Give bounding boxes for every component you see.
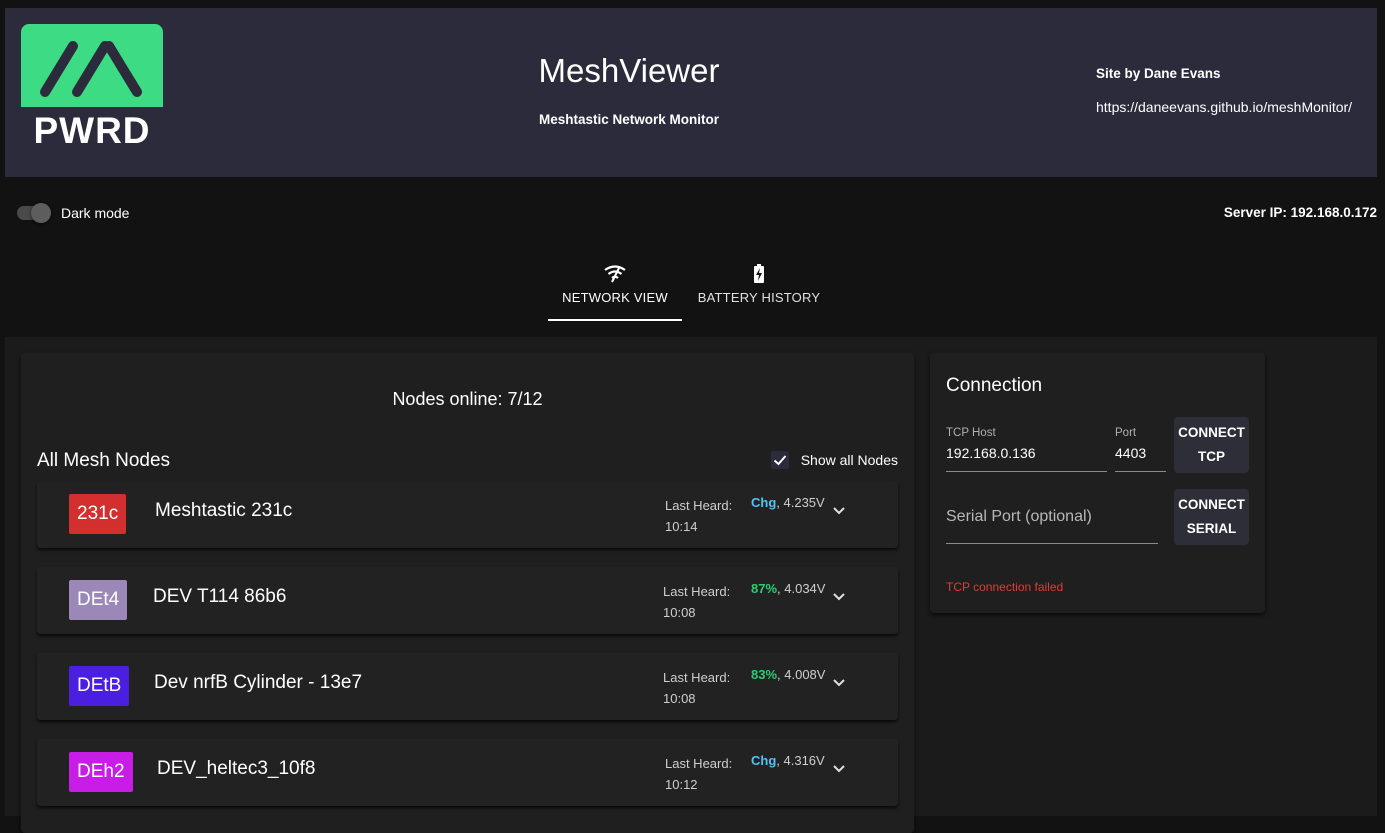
battery-voltage: , 4.034V <box>777 581 826 596</box>
toolbar: Dark mode Server IP: 192.168.0.172 <box>0 192 1385 236</box>
logo-stripes-icon <box>40 41 142 97</box>
tab-network-label: NETWORK VIEW <box>562 290 668 305</box>
last-heard-time: 10:08 <box>663 691 696 706</box>
last-heard-time: 10:12 <box>665 777 698 792</box>
connect-serial-button[interactable]: CONNECT SERIAL <box>1174 489 1249 545</box>
chevron-down-icon[interactable] <box>832 678 846 688</box>
chevron-down-icon[interactable] <box>832 764 846 774</box>
show-all-nodes-control[interactable]: Show all Nodes <box>770 451 898 469</box>
node-name: DEV_heltec3_10f8 <box>157 758 316 779</box>
node-name: DEV T114 86b6 <box>153 586 287 607</box>
node-battery: Chg, 4.235V <box>751 495 825 510</box>
serial-port-underline <box>946 543 1158 544</box>
last-heard-label: Last Heard: <box>663 670 731 685</box>
chevron-down-icon[interactable] <box>832 506 846 516</box>
tab-battery-history[interactable]: BATTERY HISTORY <box>682 258 836 321</box>
nodes-heading: All Mesh Nodes <box>37 450 171 471</box>
connect-tcp-button[interactable]: CONNECT TCP <box>1174 417 1249 473</box>
node-row[interactable]: 231c Meshtastic 231c Last Heard: 10:14 C… <box>37 481 898 548</box>
connect-serial-line2: SERIAL <box>1186 521 1237 536</box>
node-row[interactable]: DEtB Dev nrfB Cylinder - 13e7 Last Heard… <box>37 653 898 720</box>
toggle-thumb <box>31 203 51 223</box>
pwrd-logo: PWRD <box>21 24 163 151</box>
port-label: Port <box>1115 427 1137 439</box>
main-content: Nodes online: 7/12 All Mesh Nodes Show a… <box>5 337 1377 833</box>
battery-status: 87% <box>751 581 778 596</box>
logo-text: PWRD <box>33 110 151 151</box>
dark-mode-label: Dark mode <box>61 205 130 221</box>
node-last-heard: Last Heard: 10:14 <box>665 495 745 537</box>
credit-name: Site by Dane Evans <box>1096 66 1221 81</box>
checkmark-icon <box>770 451 789 469</box>
tcp-host-input[interactable]: 192.168.0.136 <box>946 445 1036 461</box>
wifi-icon <box>604 265 626 283</box>
connect-tcp-line1: CONNECT <box>1178 425 1245 440</box>
nodes-card: Nodes online: 7/12 All Mesh Nodes Show a… <box>21 353 914 833</box>
connect-serial-line1: CONNECT <box>1178 497 1245 512</box>
node-badge: DEtB <box>69 666 130 706</box>
last-heard-time: 10:08 <box>663 605 696 620</box>
node-badge: DEt4 <box>69 580 128 620</box>
battery-voltage: , 4.008V <box>777 667 826 682</box>
node-last-heard: Last Heard: 10:12 <box>665 753 745 795</box>
port-underline <box>1115 471 1166 472</box>
chevron-down-icon[interactable] <box>832 592 846 602</box>
nodes-online-count: Nodes online: 7/12 <box>392 389 543 409</box>
battery-status: Chg <box>751 753 777 768</box>
battery-charging-icon <box>754 264 764 283</box>
tab-network-view[interactable]: NETWORK VIEW <box>548 258 682 321</box>
node-name: Meshtastic 231c <box>155 500 293 521</box>
credit-url[interactable]: https://daneevans.github.io/meshMonitor/ <box>1096 99 1353 115</box>
node-name: Dev nrfB Cylinder - 13e7 <box>154 672 363 693</box>
dark-mode-toggle[interactable] <box>17 203 51 223</box>
show-all-checkbox[interactable] <box>770 451 789 469</box>
logo-mark <box>21 24 163 107</box>
connection-error: TCP connection failed <box>946 580 1064 594</box>
last-heard-time: 10:14 <box>665 519 698 534</box>
last-heard-label: Last Heard: <box>665 756 733 771</box>
connection-card: Connection TCP Host 192.168.0.136 Port 4… <box>930 353 1265 613</box>
battery-voltage: , 4.235V <box>776 495 825 510</box>
app-header: PWRD MeshViewer Meshtastic Network Monit… <box>5 8 1377 177</box>
show-all-label: Show all Nodes <box>800 452 898 468</box>
title-block: MeshViewer Meshtastic Network Monitor <box>479 52 779 127</box>
node-battery: 87%, 4.034V <box>751 581 825 596</box>
server-ip: Server IP: 192.168.0.172 <box>1223 205 1377 220</box>
connection-title: Connection <box>946 375 1043 396</box>
last-heard-label: Last Heard: <box>663 584 731 599</box>
node-battery: 83%, 4.008V <box>751 667 825 682</box>
node-row[interactable]: DEh2 DEV_heltec3_10f8 Last Heard: 10:12 … <box>37 739 898 806</box>
node-badge: 231c <box>69 494 127 534</box>
node-battery: Chg, 4.316V <box>751 753 825 768</box>
tcp-host-underline <box>946 471 1107 472</box>
app-title: MeshViewer <box>538 52 720 89</box>
node-row[interactable]: DEt4 DEV T114 86b6 Last Heard: 10:08 87%… <box>37 567 898 634</box>
port-input[interactable]: 4403 <box>1115 445 1147 461</box>
connect-tcp-line2: TCP <box>1198 449 1225 464</box>
battery-status: Chg <box>751 495 777 510</box>
site-credit: Site by Dane Evans https://daneevans.git… <box>1096 66 1352 115</box>
tab-battery-label: BATTERY HISTORY <box>697 290 821 305</box>
node-last-heard: Last Heard: 10:08 <box>663 667 743 709</box>
node-last-heard: Last Heard: 10:08 <box>663 581 743 623</box>
node-badge: DEh2 <box>69 752 133 792</box>
serial-port-input[interactable]: Serial Port (optional) <box>946 508 1092 525</box>
battery-status: 83% <box>751 667 778 682</box>
app-subtitle: Meshtastic Network Monitor <box>538 112 720 127</box>
battery-voltage: , 4.316V <box>776 753 825 768</box>
last-heard-label: Last Heard: <box>665 498 733 513</box>
tcp-host-label: TCP Host <box>946 427 996 439</box>
